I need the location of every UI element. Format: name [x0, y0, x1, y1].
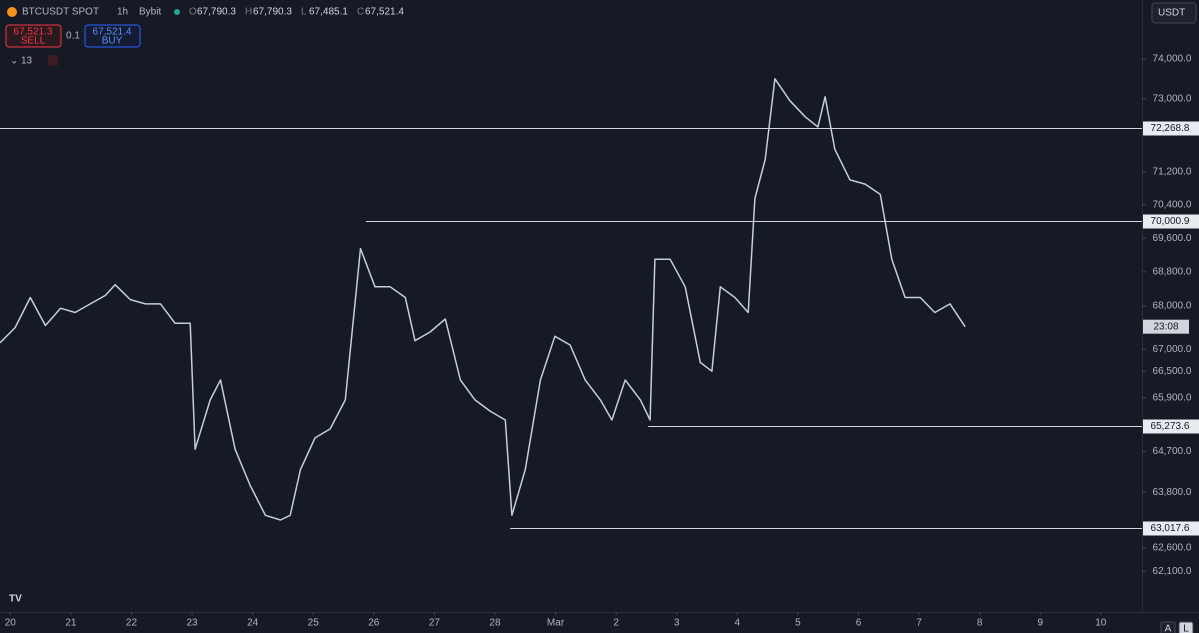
x-tick-label: 4 — [735, 618, 741, 629]
ohlc-key: O — [189, 7, 197, 18]
scale-button-label: A — [1165, 624, 1172, 633]
countdown-box — [1143, 319, 1189, 334]
ohlc-key: H — [245, 7, 252, 18]
x-tick-label: 7 — [916, 618, 922, 629]
scale-button-label: L — [1183, 624, 1189, 633]
status-dot — [174, 9, 180, 15]
level-label: 70,000.9 — [1151, 216, 1190, 227]
x-tick-label: 27 — [429, 618, 441, 629]
exchange: Bybit — [139, 7, 161, 18]
y-tick-label: 73,000.0 — [1153, 93, 1192, 104]
y-tick-label: 74,000.0 — [1153, 54, 1192, 65]
coin-icon — [7, 7, 17, 17]
level-label: 63,017.6 — [1151, 523, 1190, 534]
level-box — [1143, 121, 1199, 136]
y-tick-label: 62,100.0 — [1153, 566, 1192, 577]
x-tick-label: 2 — [613, 618, 619, 629]
level-label: 65,273.6 — [1151, 421, 1190, 432]
x-tick-label: Mar — [547, 618, 565, 629]
x-tick-label: 28 — [489, 618, 501, 629]
y-tick-label: 63,800.0 — [1153, 487, 1192, 498]
ohlc-value: 67,790.3 — [197, 7, 236, 18]
sell-label: SELL — [21, 36, 46, 47]
x-tick-label: 9 — [1037, 618, 1043, 629]
ohlc-key: L — [301, 7, 307, 18]
interval: 1h — [117, 7, 128, 18]
y-tick-label: 70,400.0 — [1153, 199, 1192, 210]
x-tick-label: 10 — [1095, 618, 1107, 629]
price-line — [0, 78, 966, 521]
currency-select[interactable] — [1151, 2, 1197, 24]
sell-button[interactable] — [5, 24, 62, 48]
y-tick-label: 65,900.0 — [1153, 392, 1192, 403]
x-tick-label: 8 — [977, 618, 983, 629]
marks: 74,000.0 73,000.0 71,200.0 70,400.0 69,600.0… — [0, 54, 1199, 629]
level-label: 72,268.8 — [1151, 123, 1190, 134]
logo: TV — [9, 594, 22, 605]
symbol: BTCUSDT SPOT — [22, 7, 99, 18]
chevron[interactable]: ⌄ — [10, 56, 18, 67]
ohlc-key: C — [357, 7, 364, 18]
x-tick-label: 21 — [65, 618, 77, 629]
x-tick-label: 6 — [856, 618, 862, 629]
buy-button[interactable] — [84, 24, 141, 48]
level-box — [1143, 521, 1199, 536]
buy-label: BUY — [102, 36, 123, 47]
quantity: 0.1 — [66, 31, 80, 42]
level-box — [1143, 419, 1199, 434]
countdown: 23:08 — [1153, 321, 1178, 332]
ohlc-value: 67,521.4 — [365, 7, 404, 18]
alert-icon — [48, 55, 58, 66]
y-tick-label: 62,600.0 — [1153, 542, 1192, 553]
sell-price: 67,521.3 — [14, 27, 53, 38]
x-tick-label: 25 — [308, 618, 320, 629]
currency: USDT — [1158, 8, 1185, 19]
x-tick-label: 22 — [126, 618, 138, 629]
y-tick-label: 69,600.0 — [1153, 233, 1192, 244]
ohlc-value: 67,485.1 — [309, 7, 348, 18]
x-tick-label: 3 — [674, 618, 680, 629]
y-tick-label: 66,500.0 — [1153, 366, 1192, 377]
scale-button[interactable] — [1178, 621, 1194, 633]
x-tick-label: 23 — [186, 618, 198, 629]
y-tick-label: 64,700.0 — [1153, 446, 1192, 457]
y-tick-label: 68,800.0 — [1153, 267, 1192, 278]
y-tick-label: 67,000.0 — [1153, 344, 1192, 355]
x-tick-label: 20 — [5, 618, 17, 629]
y-tick-label: 68,000.0 — [1153, 301, 1192, 312]
buy-price: 67,521.4 — [93, 27, 132, 38]
ohlc-value: 67,790.3 — [253, 7, 292, 18]
scale-button[interactable] — [1160, 621, 1176, 633]
x-tick-label: 24 — [247, 618, 259, 629]
y-tick-label: 71,200.0 — [1153, 166, 1192, 177]
level-box — [1143, 214, 1199, 229]
indicator-count: 13 — [21, 56, 33, 67]
x-tick-label: 5 — [795, 618, 801, 629]
ui: BTCUSDT SPOT 1h Bybit 67,521.3 SELL 0.1 … — [5, 2, 1197, 633]
x-tick-label: 26 — [368, 618, 380, 629]
